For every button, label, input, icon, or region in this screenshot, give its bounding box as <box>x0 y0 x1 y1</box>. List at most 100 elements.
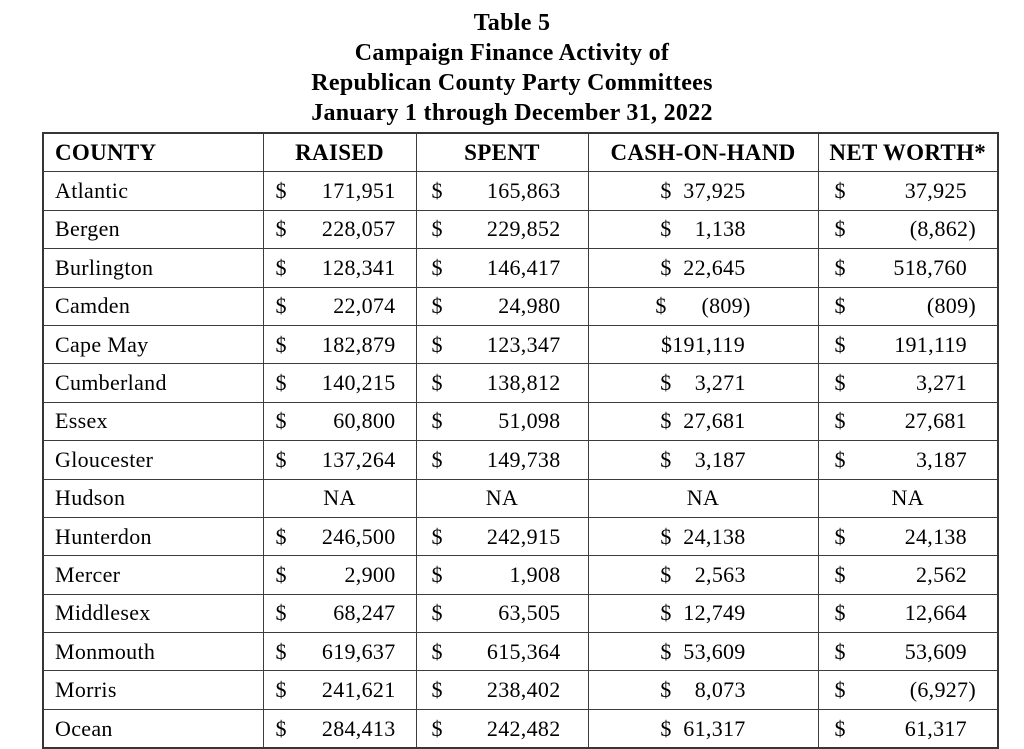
net-cell: $ (809) <box>817 286 999 326</box>
dollar-sign: $ <box>834 216 846 242</box>
net-cell: $191,119 <box>817 324 999 365</box>
dollar-sign: $ <box>275 523 287 549</box>
county-cell: Ocean <box>42 708 264 749</box>
dollar-sign: $ <box>431 293 443 319</box>
cash-cell: $ 61,317 <box>587 708 819 749</box>
campaign-finance-table: COUNTY RAISED SPENT CASH-ON-HAND NET WOR… <box>42 132 999 749</box>
raised-value: 246,500 <box>321 523 396 549</box>
table-row: Hunterdon $246,500 $242,915 $ 24,138 $24,138 <box>42 516 999 557</box>
raised-cell: $284,413 <box>262 708 417 749</box>
column-header-county: COUNTY <box>42 132 264 173</box>
county-cell: Atlantic <box>42 171 264 211</box>
net-cell: $3,271 <box>817 363 999 403</box>
net-cell: $3,187 <box>817 440 999 480</box>
spent-cell: $63,505 <box>415 593 589 634</box>
net-value: 518,760 <box>893 254 967 280</box>
cash-cell: $ 24,138 <box>587 516 819 557</box>
raised-cell: $22,074 <box>262 286 417 326</box>
spent-cell: $24,980 <box>415 286 589 326</box>
spent-cell: $146,417 <box>415 248 589 288</box>
dollar-sign: $ <box>834 254 846 280</box>
title-line-period: January 1 through December 31, 2022 <box>311 100 713 126</box>
na-value: NA <box>323 485 356 511</box>
dollar-sign: $ <box>431 216 443 242</box>
raised-cell: $137,264 <box>262 440 417 480</box>
cash-value: $ 37,925 <box>660 178 746 204</box>
net-value: 61,317 <box>904 715 967 741</box>
net-value: (8,862) <box>909 216 976 242</box>
county-cell: Monmouth <box>42 632 264 672</box>
cash-cell: $ 3,271 <box>587 363 819 403</box>
county-cell: Burlington <box>42 248 264 288</box>
cash-value: $ 2,563 <box>660 561 746 587</box>
cash-value: $ 12,749 <box>660 600 746 626</box>
column-header-raised: RAISED <box>262 132 417 173</box>
spent-value: 138,812 <box>486 370 561 396</box>
cash-value: $ (809) <box>655 293 751 319</box>
county-cell: Hunterdon <box>42 516 264 557</box>
county-cell: Bergen <box>42 209 264 250</box>
net-cell: $518,760 <box>817 248 999 288</box>
cash-cell: NA <box>587 478 819 518</box>
table-row: Middlesex $68,247 $63,505 $ 12,749 $12,664 <box>42 593 999 634</box>
dollar-sign: $ <box>431 561 443 587</box>
cash-cell: $ 2,563 <box>587 555 819 595</box>
net-value: 3,187 <box>916 446 967 472</box>
raised-cell: $246,500 <box>262 516 417 557</box>
spent-value: 242,482 <box>486 715 561 741</box>
dollar-sign: $ <box>834 446 846 472</box>
spent-cell: $123,347 <box>415 324 589 365</box>
net-value: 37,925 <box>904 178 967 204</box>
raised-value: 284,413 <box>321 715 396 741</box>
dollar-sign: $ <box>431 370 443 396</box>
table-header: COUNTY RAISED SPENT CASH-ON-HAND NET WOR… <box>42 132 999 173</box>
cash-value: $191,119 <box>660 331 746 357</box>
title-line-activity: Campaign Finance Activity of <box>354 40 670 66</box>
net-value: 2,562 <box>916 561 967 587</box>
dollar-sign: $ <box>275 715 287 741</box>
spent-cell: $242,482 <box>415 708 589 749</box>
dollar-sign: $ <box>834 600 846 626</box>
dollar-sign: $ <box>834 523 846 549</box>
dollar-sign: $ <box>834 370 846 396</box>
na-value: NA <box>485 485 519 511</box>
title-line-committee: Republican County Party Committees <box>311 70 713 96</box>
table-row: Atlantic $171,951 $165,863 $ 37,925 $37,925 <box>42 171 999 211</box>
cash-cell: $ 1,138 <box>587 209 819 250</box>
dollar-sign: $ <box>275 178 287 204</box>
raised-cell: $60,800 <box>262 401 417 442</box>
cash-cell: $ 8,073 <box>587 670 819 710</box>
table-row: Cape May $182,879 $123,347 $191,119 $191,119 <box>42 324 999 365</box>
table-row: Monmouth $619,637 $615,364 $ 53,609 $53,609 <box>42 632 999 672</box>
spent-value: 242,915 <box>486 523 561 549</box>
cash-value: $ 53,609 <box>660 638 746 664</box>
net-value: 53,609 <box>904 638 967 664</box>
table-row: Bergen $228,057 $229,852 $ 1,138 $ (8,862) <box>42 209 999 250</box>
report-page: { "title": { "lines": [ "Table 5", "Camp… <box>42 10 999 749</box>
raised-value: 241,621 <box>321 677 396 703</box>
raised-cell: $182,879 <box>262 324 417 365</box>
net-value: 191,119 <box>894 331 967 357</box>
dollar-sign: $ <box>431 715 443 741</box>
column-header-spent: SPENT <box>415 132 589 173</box>
table-row: Cumberland $140,215 $138,812 $ 3,271 $3,271 <box>42 363 999 403</box>
raised-value: 2,900 <box>344 561 396 587</box>
raised-value: 228,057 <box>321 216 396 242</box>
net-cell: $53,609 <box>817 632 999 672</box>
county-cell: Cape May <box>42 324 264 365</box>
cash-cell: $ 22,645 <box>587 248 819 288</box>
table-row: Morris $241,621 $238,402 $ 8,073 $ (6,927) <box>42 670 999 710</box>
spent-value: 146,417 <box>486 254 561 280</box>
dollar-sign: $ <box>275 638 287 664</box>
net-value: 3,271 <box>916 370 967 396</box>
raised-value: 128,341 <box>321 254 396 280</box>
spent-value: 123,347 <box>486 331 561 357</box>
column-header-net-worth: NET WORTH* <box>817 132 999 173</box>
raised-value: 140,215 <box>321 370 396 396</box>
spent-cell: $1,908 <box>415 555 589 595</box>
county-cell: Hudson <box>42 478 264 518</box>
raised-cell: $228,057 <box>262 209 417 250</box>
dollar-sign: $ <box>431 523 443 549</box>
table-row: Camden $22,074 $24,980 $ (809) $ (809) <box>42 286 999 326</box>
raised-cell: $140,215 <box>262 363 417 403</box>
